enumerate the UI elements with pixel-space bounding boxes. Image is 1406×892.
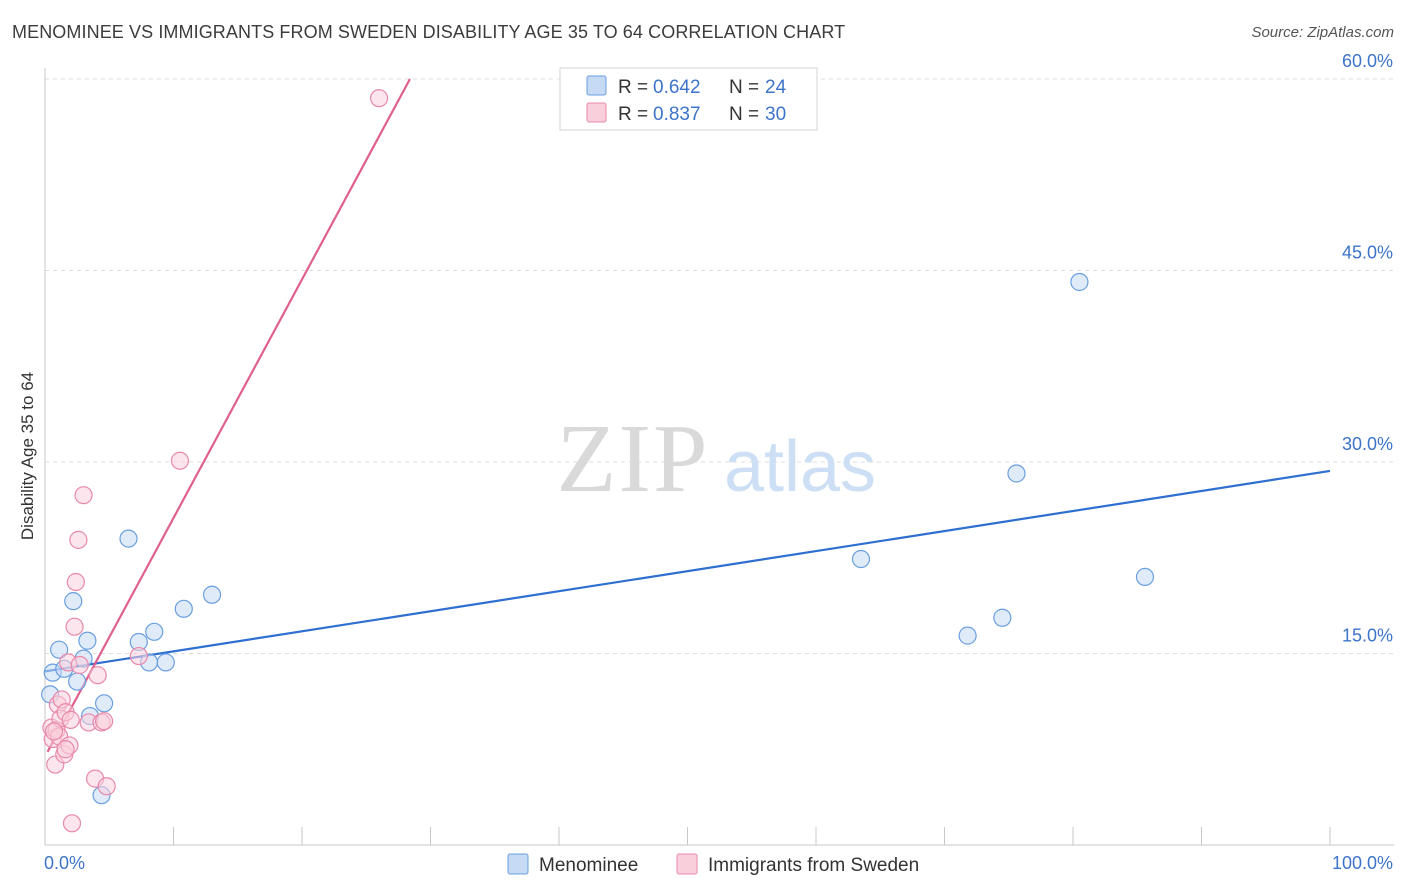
gridlines — [45, 78, 1394, 654]
sweden-point-28 — [56, 740, 75, 759]
sweden-point-16 — [69, 530, 88, 549]
chart-title: MENOMINEE VS IMMIGRANTS FROM SWEDEN DISA… — [12, 22, 846, 42]
legend-n-value-2: 30 — [765, 104, 786, 125]
menominee-point-16 — [174, 599, 193, 618]
menominee-point-19 — [958, 626, 977, 645]
source-label: Source: ZipAtlas.com — [1251, 24, 1394, 41]
menominee-point-20 — [993, 608, 1012, 627]
menominee-point-18 — [851, 549, 871, 569]
legend-r-value-1: 0.642 — [653, 77, 701, 98]
bottom-legend-label-sweden: Immigrants from Sweden — [708, 855, 919, 876]
stats-legend: R = 0.642 N = 24 R = 0.837 N = 30 — [559, 67, 818, 131]
menominee-point-22 — [1070, 272, 1089, 292]
menominee-point-5 — [68, 672, 87, 691]
menominee-point-14 — [145, 622, 164, 641]
menominee-point-15 — [156, 653, 175, 672]
sweden-point-12 — [61, 710, 80, 729]
sweden-point-29 — [44, 722, 64, 741]
x-tick-label-max: 100.0% — [1332, 853, 1393, 873]
sweden-trend-line — [46, 78, 411, 753]
menominee-point-17 — [202, 585, 222, 604]
y-tick-label-45: 45.0% — [1342, 243, 1393, 263]
legend-n-label-1: N = — [729, 77, 759, 98]
sweden-point-26 — [170, 451, 190, 470]
tick-labels: 15.0% 30.0% 45.0% 60.0% 0.0% 100.0% — [44, 51, 1393, 873]
axes — [44, 68, 1394, 846]
menominee-trend-line — [44, 469, 1331, 673]
sweden-point-14 — [65, 617, 84, 636]
sweden-point-24 — [97, 777, 116, 796]
x-tick-label-min: 0.0% — [44, 853, 85, 873]
sweden-point-17 — [70, 655, 89, 675]
menominee-point-23 — [1135, 567, 1155, 587]
bottom-legend-swatch-sweden — [676, 853, 698, 875]
sweden-point-23 — [95, 712, 114, 731]
watermark-atlas: atlas — [724, 427, 876, 507]
legend-n-label-2: N = — [729, 104, 759, 125]
bottom-legend-swatch-menominee — [507, 853, 529, 875]
legend-r-label-1: R = — [618, 77, 648, 98]
menominee-point-7 — [78, 631, 97, 650]
sweden-point-25 — [129, 646, 148, 666]
sweden-point-13 — [62, 814, 82, 833]
menominee-point-21 — [1007, 464, 1026, 483]
menominee-point-9 — [95, 694, 114, 713]
watermark-zip: ZIP — [557, 405, 710, 513]
y-tick-label-30: 30.0% — [1342, 434, 1393, 454]
sweden-point-21 — [88, 666, 107, 685]
legend-r-value-2: 0.837 — [653, 104, 701, 125]
menominee-point-4 — [64, 592, 83, 611]
sweden-point-27 — [370, 89, 389, 108]
trend-lines — [44, 78, 1331, 753]
data-points — [41, 89, 1155, 833]
sweden-point-15 — [66, 572, 85, 592]
sweden-point-18 — [74, 486, 93, 505]
bottom-legend-label-menominee: Menominee — [539, 855, 638, 876]
menominee-point-11 — [119, 529, 138, 548]
y-tick-label-15: 15.0% — [1342, 626, 1393, 646]
menominee-point-2 — [50, 640, 69, 659]
legend-r-label-2: R = — [618, 104, 648, 125]
y-tick-label-60: 60.0% — [1342, 51, 1393, 71]
series-legend: Menominee Immigrants from Sweden — [507, 853, 919, 876]
legend-swatch-menominee — [586, 75, 607, 96]
legend-n-value-1: 24 — [765, 77, 787, 98]
legend-swatch-sweden — [586, 102, 607, 123]
